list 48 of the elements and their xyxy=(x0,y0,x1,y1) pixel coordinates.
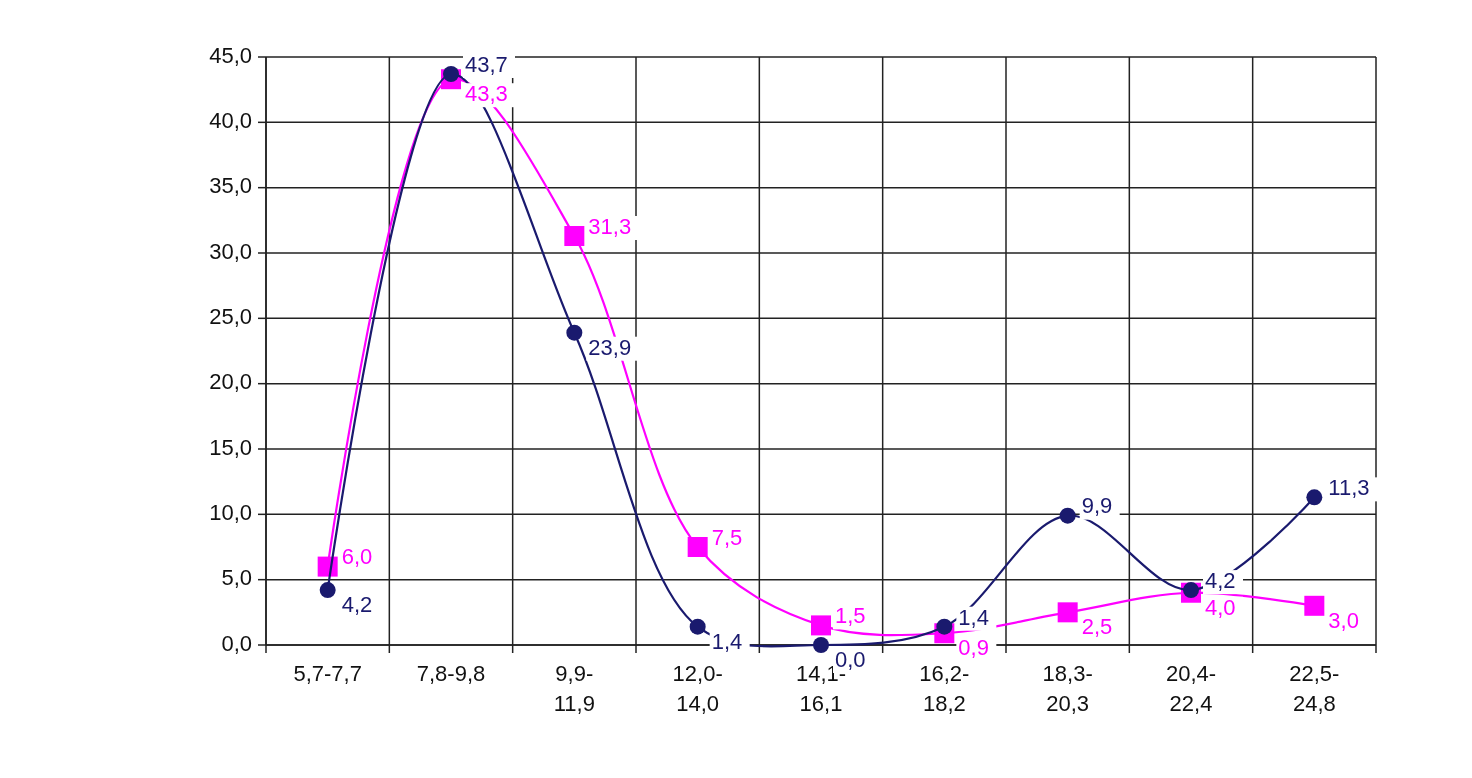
x-tick-label: 20,4-22,4 xyxy=(1165,661,1217,716)
point xyxy=(1306,489,1323,506)
data-label: 43,7 xyxy=(465,51,508,77)
y-tick-label: 30,0 xyxy=(209,238,252,264)
point xyxy=(689,618,706,635)
data-label: 2,5 xyxy=(1081,614,1113,640)
data-label: 4,0 xyxy=(1205,594,1236,620)
x-tick-label: 16,2-18,2 xyxy=(919,661,970,716)
data-label: 7,5 xyxy=(711,524,743,550)
y-tick-label: 0,0 xyxy=(221,630,252,656)
data-label: 4,2 xyxy=(1205,567,1236,593)
data-label: 9,9 xyxy=(1081,493,1113,519)
data-label: 1,4 xyxy=(711,628,743,654)
data-label: 6,0 xyxy=(341,544,373,570)
y-tick-label: 20,0 xyxy=(209,369,252,395)
y-tick-label: 25,0 xyxy=(209,304,252,330)
y-tick-label: 15,0 xyxy=(209,434,252,460)
data-label: 0,9 xyxy=(958,635,989,661)
point xyxy=(319,582,336,599)
y-tick-label: 35,0 xyxy=(209,173,252,199)
point xyxy=(687,537,708,557)
point xyxy=(813,637,829,653)
x-tick-label: 18,3-20,3 xyxy=(1042,661,1093,716)
point xyxy=(443,65,459,82)
x-tick-label: 7,8-9,8 xyxy=(416,661,486,686)
data-label: 1,5 xyxy=(835,603,866,629)
x-tick-label: 5,7-7,7 xyxy=(293,661,362,686)
data-label: 3,0 xyxy=(1328,607,1359,633)
point xyxy=(811,615,831,636)
point xyxy=(1057,602,1078,623)
y-tick-label: 45,0 xyxy=(209,42,252,68)
data-label: 23,9 xyxy=(588,334,632,360)
data-label: 43,3 xyxy=(465,81,508,107)
point xyxy=(936,618,953,635)
point xyxy=(1059,507,1076,524)
data-label: 31,3 xyxy=(588,213,632,239)
x-tick-label: 9,9-11,9 xyxy=(553,661,595,716)
data-label: 4,2 xyxy=(341,591,373,617)
point xyxy=(1304,595,1325,616)
y-tick-label: 5,0 xyxy=(221,565,252,591)
point xyxy=(566,324,583,341)
y-tick-label: 40,0 xyxy=(209,108,252,134)
x-tick-label: 22,5-24,8 xyxy=(1289,661,1340,716)
data-label: 11,3 xyxy=(1328,475,1370,501)
y-tick-label: 10,0 xyxy=(209,500,252,526)
point xyxy=(564,226,585,247)
data-label: 1,4 xyxy=(958,604,989,630)
x-tick-label: 12,0-14,0 xyxy=(672,661,723,716)
